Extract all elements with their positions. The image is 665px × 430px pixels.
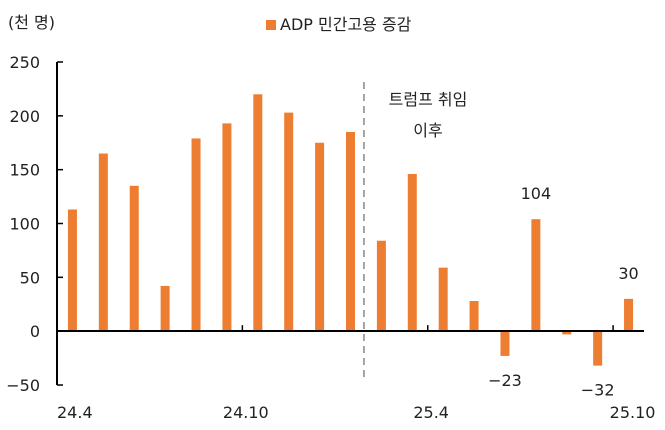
y-tick-label: 250: [9, 53, 40, 72]
data-label: 104: [521, 184, 552, 203]
bar-25.4: [438, 267, 448, 332]
y-tick-label: −50: [6, 376, 40, 395]
bar-25.6: [500, 331, 510, 356]
bar-24.10: [253, 94, 263, 332]
bar-25.3: [407, 173, 417, 332]
bar-25.9: [593, 331, 603, 366]
annotation-line-2: 이후: [413, 121, 442, 140]
data-label: 30: [618, 264, 638, 283]
data-label: −23: [488, 371, 522, 390]
legend-label: ADP 민간고용 증감: [280, 15, 412, 34]
bar-24.12: [315, 142, 325, 332]
y-tick-label: 100: [9, 215, 40, 234]
bar-25.5: [469, 301, 479, 332]
bar-24.9: [222, 123, 232, 332]
bar-24.7: [160, 285, 170, 332]
y-tick-label: 50: [20, 268, 40, 287]
bar-25.2: [376, 240, 386, 332]
legend-swatch: [266, 20, 276, 30]
x-tick-label: 25.4: [413, 403, 449, 422]
bar-25.1: [346, 131, 355, 332]
unit-label: (천 명): [8, 13, 55, 32]
annotation-line-1: 트럼프 취임: [389, 90, 468, 109]
bar-24.4: [67, 209, 77, 332]
bar-24.8: [191, 138, 201, 332]
bar-25.7: [531, 219, 541, 332]
bar-24.5: [98, 153, 108, 332]
bar-25.8: [562, 331, 572, 335]
data-label: −32: [581, 381, 615, 400]
x-tick-label: 24.4: [57, 403, 93, 422]
x-tick-label: 24.10: [223, 403, 269, 422]
bar-24.11: [284, 112, 294, 332]
x-tick-label: 25.10: [610, 403, 656, 422]
bar-24.6: [129, 185, 139, 332]
y-tick-label: 0: [30, 322, 40, 341]
y-tick-label: 200: [9, 107, 40, 126]
bar-25.10: [624, 298, 634, 332]
y-tick-label: 150: [9, 161, 40, 180]
